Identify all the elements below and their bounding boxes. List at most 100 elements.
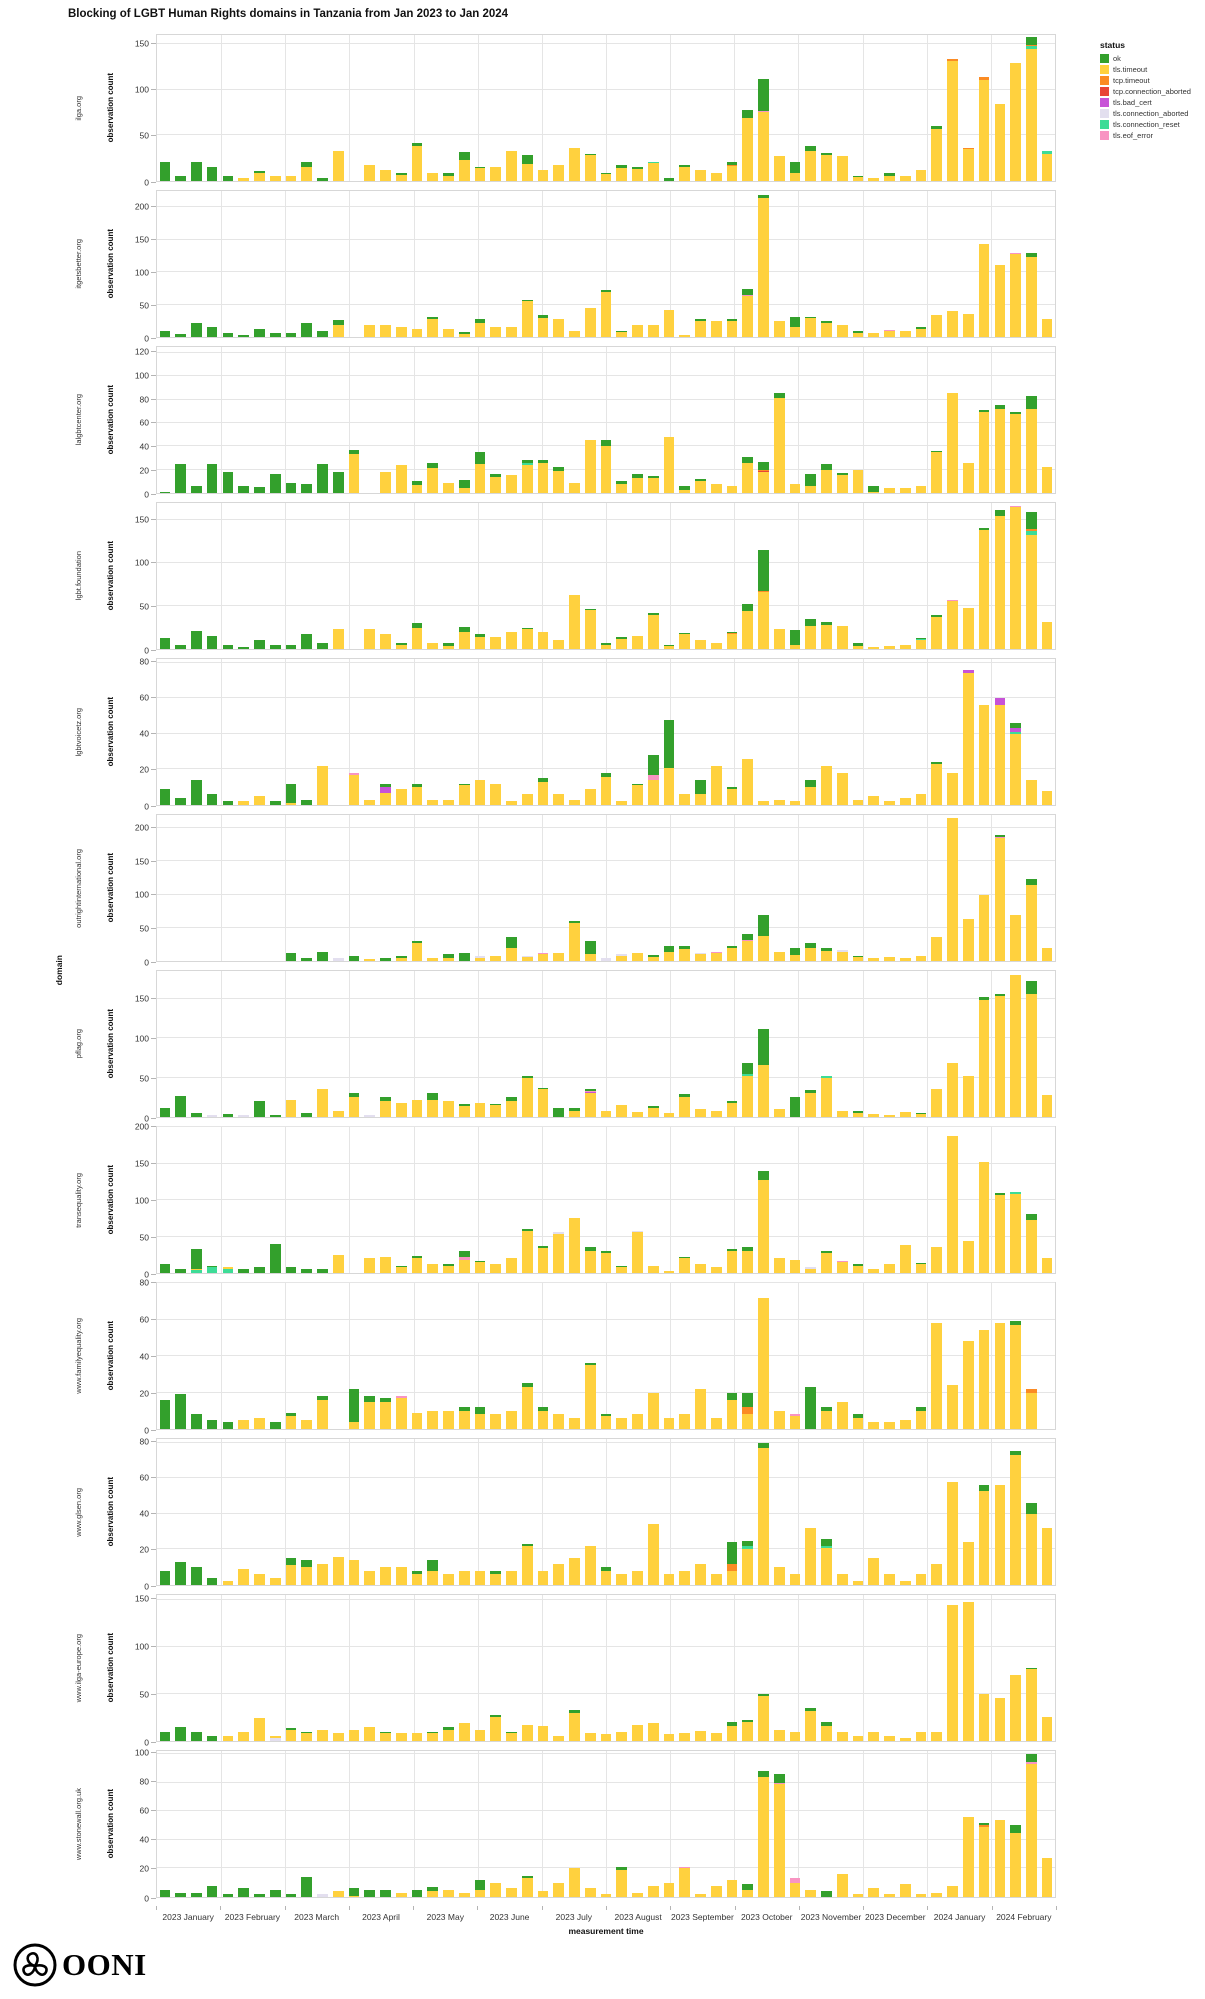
bar[interactable] — [159, 637, 171, 649]
bar[interactable] — [742, 1392, 754, 1429]
bar[interactable] — [616, 331, 628, 337]
bar[interactable] — [427, 316, 439, 337]
bar[interactable] — [821, 152, 832, 181]
bar[interactable] — [427, 1731, 439, 1741]
bar[interactable] — [191, 1567, 202, 1585]
bar[interactable] — [978, 894, 990, 961]
bar[interactable] — [380, 1256, 391, 1273]
bar[interactable] — [773, 629, 785, 649]
bar[interactable] — [1026, 1753, 1037, 1897]
bar[interactable] — [411, 329, 423, 337]
bar[interactable] — [222, 644, 234, 649]
bar[interactable] — [490, 326, 502, 337]
bar[interactable] — [978, 76, 990, 181]
bar[interactable] — [962, 1816, 974, 1897]
bar[interactable] — [175, 175, 186, 181]
bar[interactable] — [1026, 879, 1037, 961]
bar[interactable] — [616, 481, 628, 493]
bar[interactable] — [301, 1731, 312, 1741]
bar[interactable] — [836, 1110, 848, 1117]
bar[interactable] — [899, 797, 911, 805]
bar[interactable] — [301, 634, 312, 649]
bar[interactable] — [427, 1887, 439, 1897]
bar[interactable] — [269, 1243, 281, 1273]
bar[interactable] — [175, 1268, 186, 1273]
bar[interactable] — [537, 1087, 549, 1117]
bar[interactable] — [821, 1722, 832, 1741]
bar[interactable] — [726, 1248, 738, 1273]
bar[interactable] — [395, 327, 407, 337]
bar[interactable] — [1026, 1213, 1037, 1273]
bar[interactable] — [884, 329, 895, 337]
bar[interactable] — [380, 1097, 391, 1117]
bar[interactable] — [285, 953, 297, 961]
bar[interactable] — [726, 1101, 738, 1117]
bar[interactable] — [254, 796, 265, 805]
bar[interactable] — [395, 1892, 407, 1897]
bar[interactable] — [805, 316, 817, 337]
bar[interactable] — [868, 796, 880, 805]
bar[interactable] — [222, 1736, 234, 1741]
bar[interactable] — [364, 164, 376, 181]
bar[interactable] — [836, 1874, 848, 1897]
bar[interactable] — [821, 621, 832, 649]
bar[interactable] — [805, 943, 817, 961]
bar[interactable] — [868, 1888, 880, 1897]
bar[interactable] — [206, 1885, 218, 1897]
bar[interactable] — [521, 1875, 533, 1897]
bar[interactable] — [175, 1561, 186, 1585]
bar[interactable] — [521, 955, 533, 961]
bar[interactable] — [584, 1247, 596, 1273]
bar[interactable] — [679, 632, 691, 649]
bar[interactable] — [679, 335, 691, 337]
bar[interactable] — [175, 1892, 186, 1897]
bar[interactable] — [427, 1093, 439, 1117]
bar[interactable] — [773, 1410, 785, 1429]
bar[interactable] — [994, 509, 1006, 649]
bar[interactable] — [695, 953, 706, 961]
bar[interactable] — [269, 1736, 281, 1741]
bar[interactable] — [317, 643, 328, 649]
bar[interactable] — [206, 1265, 218, 1273]
bar[interactable] — [427, 1560, 439, 1585]
bar[interactable] — [490, 1882, 502, 1897]
bar[interactable] — [994, 264, 1006, 337]
bar[interactable] — [175, 333, 186, 337]
bar[interactable] — [569, 1107, 580, 1117]
bar[interactable] — [884, 1894, 895, 1897]
bar[interactable] — [159, 1264, 171, 1273]
bar[interactable] — [380, 170, 391, 181]
bar[interactable] — [962, 1075, 974, 1117]
bar[interactable] — [884, 1114, 895, 1117]
bar[interactable] — [490, 636, 502, 649]
bar[interactable] — [332, 150, 344, 181]
bar[interactable] — [1010, 1451, 1021, 1585]
bar[interactable] — [222, 1581, 234, 1585]
bar[interactable] — [395, 1396, 407, 1429]
bar[interactable] — [411, 1099, 423, 1117]
bar[interactable] — [285, 1412, 297, 1429]
bar[interactable] — [994, 405, 1006, 493]
bar[interactable] — [537, 778, 549, 805]
bar[interactable] — [175, 463, 186, 493]
bar[interactable] — [868, 1558, 880, 1585]
bar[interactable] — [758, 1771, 769, 1897]
bar[interactable] — [726, 1879, 738, 1897]
bar[interactable] — [490, 1414, 502, 1429]
bar[interactable] — [506, 475, 517, 493]
bar[interactable] — [506, 1731, 517, 1741]
bar[interactable] — [301, 1268, 312, 1273]
bar[interactable] — [254, 1418, 265, 1429]
bar[interactable] — [458, 151, 470, 181]
bar[interactable] — [411, 1889, 423, 1897]
bar[interactable] — [915, 1407, 927, 1429]
bar[interactable] — [758, 1693, 769, 1741]
bar[interactable] — [584, 153, 596, 181]
bar[interactable] — [206, 1419, 218, 1429]
bar[interactable] — [285, 1267, 297, 1273]
bar[interactable] — [191, 486, 202, 493]
bar[interactable] — [254, 1574, 265, 1585]
bar[interactable] — [238, 1731, 249, 1741]
bar[interactable] — [301, 1419, 312, 1429]
bar[interactable] — [1010, 412, 1021, 493]
